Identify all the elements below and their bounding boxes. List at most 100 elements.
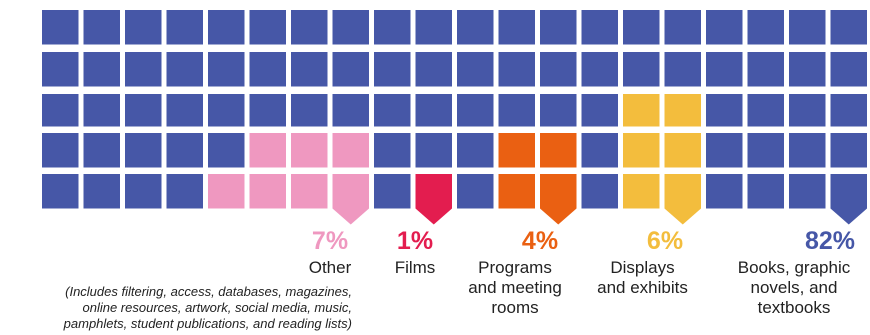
waffle-cell-books	[42, 174, 79, 209]
waffle-cell-books	[249, 10, 286, 45]
waffle-cell-books	[789, 133, 826, 168]
waffle-cell-other	[208, 174, 245, 209]
waffle-cell-books	[581, 10, 618, 45]
category-label-films: Films	[394, 258, 436, 277]
waffle-cell-books	[415, 52, 452, 87]
waffle-chart	[42, 10, 867, 225]
waffle-cell-books	[374, 94, 411, 127]
waffle-cell-other	[249, 133, 286, 168]
percent-label-displays: 6%	[646, 227, 684, 255]
waffle-cell-books	[664, 10, 701, 45]
waffle-cell-books	[706, 133, 743, 168]
waffle-cell-books	[42, 52, 79, 87]
waffle-cell-books	[747, 10, 784, 45]
percent-label-films: 1%	[396, 227, 434, 255]
waffle-cell-books	[166, 133, 203, 168]
waffle-cell-books	[830, 94, 867, 127]
waffle-cell-books	[457, 52, 494, 87]
waffle-cell-books	[706, 52, 743, 87]
waffle-cell-books	[374, 174, 411, 209]
waffle-cell-books	[42, 94, 79, 127]
waffle-cell-books	[830, 133, 867, 168]
category-label-displays: Displays and exhibits	[597, 258, 688, 297]
waffle-cell-books	[291, 10, 328, 45]
waffle-cell-books	[540, 94, 577, 127]
waffle-cell-books	[747, 133, 784, 168]
waffle-cell-other	[291, 174, 328, 209]
waffle-cell-books	[42, 10, 79, 45]
waffle-cell-displays	[664, 94, 701, 127]
waffle-cell-books	[706, 10, 743, 45]
category-label-books: Books, graphic novels, and textbooks	[737, 258, 851, 317]
waffle-cell-books	[208, 133, 245, 168]
waffle-cell-books	[498, 10, 535, 45]
waffle-cell-books	[540, 10, 577, 45]
waffle-cell-books	[125, 10, 162, 45]
waffle-cell-books	[457, 10, 494, 45]
waffle-cell-books	[208, 94, 245, 127]
waffle-cell-books	[789, 174, 826, 209]
waffle-cell-other	[291, 133, 328, 168]
waffle-cell-books	[415, 94, 452, 127]
waffle-cell-books	[83, 94, 120, 127]
waffle-cell-displays	[664, 174, 701, 225]
waffle-cell-books	[789, 10, 826, 45]
waffle-cell-books	[498, 94, 535, 127]
waffle-cell-books	[540, 52, 577, 87]
waffle-cell-books	[332, 94, 369, 127]
waffle-cell-books	[623, 52, 660, 87]
waffle-cell-displays	[623, 133, 660, 168]
waffle-cell-books	[415, 133, 452, 168]
waffle-cell-other	[249, 174, 286, 209]
waffle-cell-books	[42, 133, 79, 168]
waffle-cell-displays	[623, 94, 660, 127]
waffle-cell-books	[415, 10, 452, 45]
waffle-cell-books	[457, 94, 494, 127]
waffle-cell-books	[208, 10, 245, 45]
percent-label-programs: 4%	[521, 227, 559, 255]
waffle-cell-books	[457, 133, 494, 168]
waffle-cell-books	[125, 94, 162, 127]
waffle-cell-books	[166, 10, 203, 45]
waffle-cell-books	[125, 174, 162, 209]
waffle-cell-other	[332, 133, 369, 168]
waffle-cell-books	[664, 52, 701, 87]
waffle-cell-books	[374, 133, 411, 168]
percent-label-other: 7%	[311, 227, 349, 255]
waffle-cell-books	[249, 52, 286, 87]
waffle-cell-books	[457, 174, 494, 209]
waffle-cell-books	[581, 174, 618, 209]
waffle-cell-books	[581, 133, 618, 168]
waffle-cell-books	[789, 52, 826, 87]
waffle-cell-books	[747, 174, 784, 209]
waffle-cell-programs	[540, 133, 577, 168]
category-label-other: Other	[308, 258, 352, 277]
waffle-cell-books	[789, 94, 826, 127]
waffle-cell-books	[747, 52, 784, 87]
other-note: (Includes filtering, access, databases, …	[63, 284, 352, 331]
waffle-cell-books	[374, 52, 411, 87]
percent-label-books: 82%	[804, 227, 856, 255]
waffle-cell-books	[747, 94, 784, 127]
waffle-cell-books	[830, 174, 867, 225]
waffle-cell-programs	[540, 174, 577, 225]
waffle-cell-books	[83, 52, 120, 87]
waffle-cell-programs	[498, 133, 535, 168]
waffle-cell-books	[166, 94, 203, 127]
waffle-cell-books	[498, 52, 535, 87]
waffle-cell-books	[706, 94, 743, 127]
waffle-cell-books	[830, 52, 867, 87]
waffle-cell-programs	[498, 174, 535, 209]
waffle-cell-books	[291, 52, 328, 87]
waffle-cell-books	[166, 52, 203, 87]
waffle-cell-books	[83, 133, 120, 168]
waffle-cell-films	[415, 174, 452, 225]
waffle-cell-books	[581, 94, 618, 127]
waffle-cell-books	[623, 10, 660, 45]
waffle-cell-books	[581, 52, 618, 87]
waffle-cell-books	[830, 10, 867, 45]
waffle-cell-books	[706, 174, 743, 209]
waffle-cell-other	[332, 174, 369, 225]
waffle-cell-books	[125, 52, 162, 87]
waffle-cell-books	[125, 133, 162, 168]
